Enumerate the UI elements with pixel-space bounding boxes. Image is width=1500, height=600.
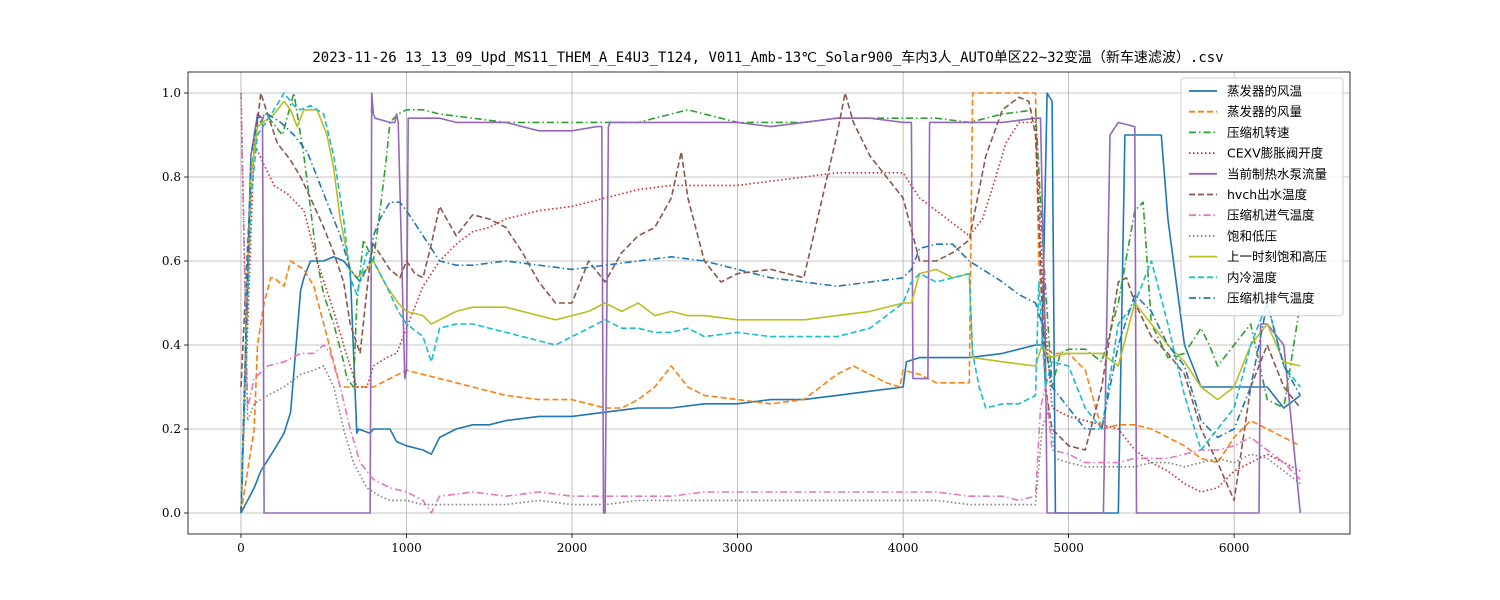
- y-tick-label: 0.8: [162, 170, 181, 184]
- y-tick-label: 0.6: [162, 254, 181, 268]
- series-line-4: [240, 92, 1302, 514]
- x-tick-label: 5000: [1053, 541, 1084, 555]
- legend-label: 上一时刻饱和高压: [1227, 249, 1327, 264]
- series-line-9: [240, 92, 1301, 514]
- y-axis-ticks: 0.0 0.2 0.4 0.6 0.8 1.0: [162, 86, 188, 520]
- series-line-7: [240, 92, 1301, 506]
- y-tick-label: 0.2: [162, 422, 181, 436]
- x-tick-label: 4000: [888, 541, 919, 555]
- x-tick-label: 6000: [1219, 541, 1250, 555]
- series-line-1: [240, 92, 1301, 514]
- x-tick-label: 2000: [557, 541, 588, 555]
- plot-area-frame: [187, 71, 1351, 535]
- series-line-8: [240, 100, 1301, 514]
- y-tick-label: 1.0: [162, 86, 181, 100]
- x-tick-label: 3000: [722, 541, 753, 555]
- y-tick-label: 0.4: [162, 338, 181, 352]
- series-line-10: [240, 113, 1301, 514]
- legend-label: 压缩机转速: [1227, 125, 1290, 140]
- chart-title: 2023-11-26 13_13_09_Upd_MS11_THEM_A_E4U3…: [312, 49, 1223, 66]
- x-tick-label: 0: [237, 541, 245, 555]
- series-lines: [240, 92, 1302, 514]
- y-tick-label: 0.0: [162, 506, 181, 520]
- x-tick-label: 1000: [391, 541, 422, 555]
- legend-label: hvch出水温度: [1227, 187, 1308, 202]
- series-line-0: [240, 92, 1301, 514]
- legend-label: 饱和低压: [1227, 228, 1277, 243]
- legend-label: 压缩机进气温度: [1227, 208, 1315, 223]
- x-axis-ticks: 0 1000 2000 3000 4000 5000 6000: [237, 534, 1249, 555]
- legend-label: 蒸发器的风量: [1227, 104, 1302, 119]
- legend-label: CEXV膨胀阀开度: [1227, 146, 1324, 161]
- series-line-2: [240, 92, 1302, 514]
- legend-box: [1180, 77, 1344, 317]
- series-line-3: [240, 121, 1301, 514]
- legend-label: 压缩机排气温度: [1227, 291, 1315, 306]
- legend-label: 内冷温度: [1227, 270, 1278, 285]
- legend-label: 蒸发器的风温: [1227, 84, 1303, 99]
- legend-label: 当前制热水泵流量: [1227, 166, 1327, 181]
- series-line-6: [240, 92, 1301, 514]
- series-line-5: [240, 92, 1301, 502]
